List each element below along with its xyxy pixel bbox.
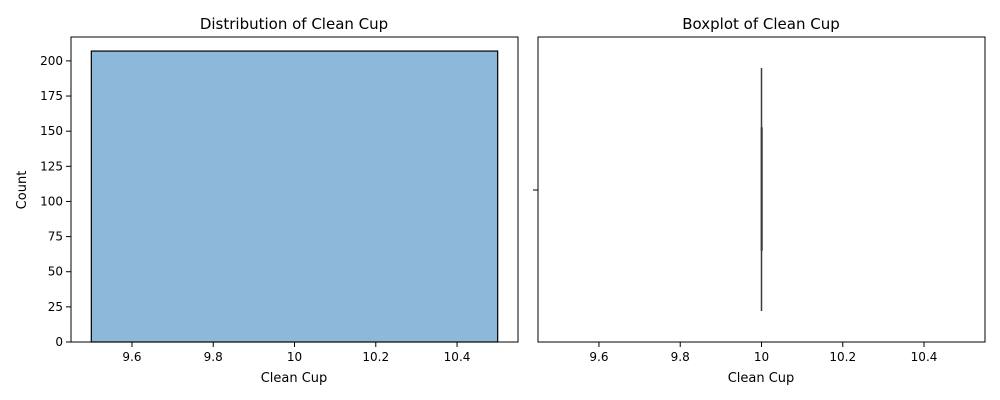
histogram-y-tick-label: 100 bbox=[40, 194, 63, 208]
histogram-x-tick-label: 10.4 bbox=[444, 350, 471, 364]
histogram-title: Distribution of Clean Cup bbox=[200, 15, 388, 33]
boxplot-marks bbox=[760, 68, 763, 311]
boxplot-x-tick-label: 10 bbox=[754, 350, 769, 364]
boxplot-x-axis-label: Clean Cup bbox=[728, 371, 795, 386]
histogram-y-tick-label: 125 bbox=[40, 159, 63, 173]
histogram-bars bbox=[90, 50, 499, 343]
histogram-x-tick-label: 9.8 bbox=[204, 350, 223, 364]
histogram-y-ticks: 0 25 50 75 100 125 150 175 200 bbox=[40, 54, 71, 349]
boxplot-x-ticks: 9.6 9.8 10 10.2 10.4 bbox=[589, 342, 937, 364]
histogram-y-axis-label: Count bbox=[15, 171, 30, 210]
histogram-y-tick-label: 200 bbox=[40, 54, 63, 68]
histogram-x-axis-label: Clean Cup bbox=[261, 371, 328, 386]
boxplot-x-tick-label: 10.2 bbox=[829, 350, 856, 364]
histogram-y-tick-label: 150 bbox=[40, 124, 63, 138]
histogram-y-tick-label: 75 bbox=[48, 230, 63, 244]
histogram-y-tick-label: 25 bbox=[48, 300, 63, 314]
histogram-y-tick-label: 175 bbox=[40, 89, 63, 103]
histogram-y-tick-label: 50 bbox=[48, 265, 63, 279]
boxplot-x-tick-label: 9.8 bbox=[671, 350, 690, 364]
histogram-x-tick-label: 10.2 bbox=[362, 350, 389, 364]
histogram-x-tick-label: 10 bbox=[287, 350, 302, 364]
histogram-x-tick-label: 9.6 bbox=[122, 350, 141, 364]
histogram-panel: Distribution of Clean Cup 9.6 9.8 10 10.2 10… bbox=[15, 15, 519, 386]
boxplot-x-tick-label: 9.6 bbox=[589, 350, 608, 364]
boxplot-panel: Boxplot of Clean Cup 9.6 9.8 10 10.2 10.4 Cl… bbox=[533, 15, 986, 386]
histogram-x-ticks: 9.6 9.8 10 10.2 10.4 bbox=[122, 342, 470, 364]
histogram-bar bbox=[90, 50, 499, 343]
boxplot-title: Boxplot of Clean Cup bbox=[682, 15, 839, 33]
histogram-y-tick-label: 0 bbox=[55, 335, 63, 349]
boxplot-x-tick-label: 10.4 bbox=[911, 350, 938, 364]
